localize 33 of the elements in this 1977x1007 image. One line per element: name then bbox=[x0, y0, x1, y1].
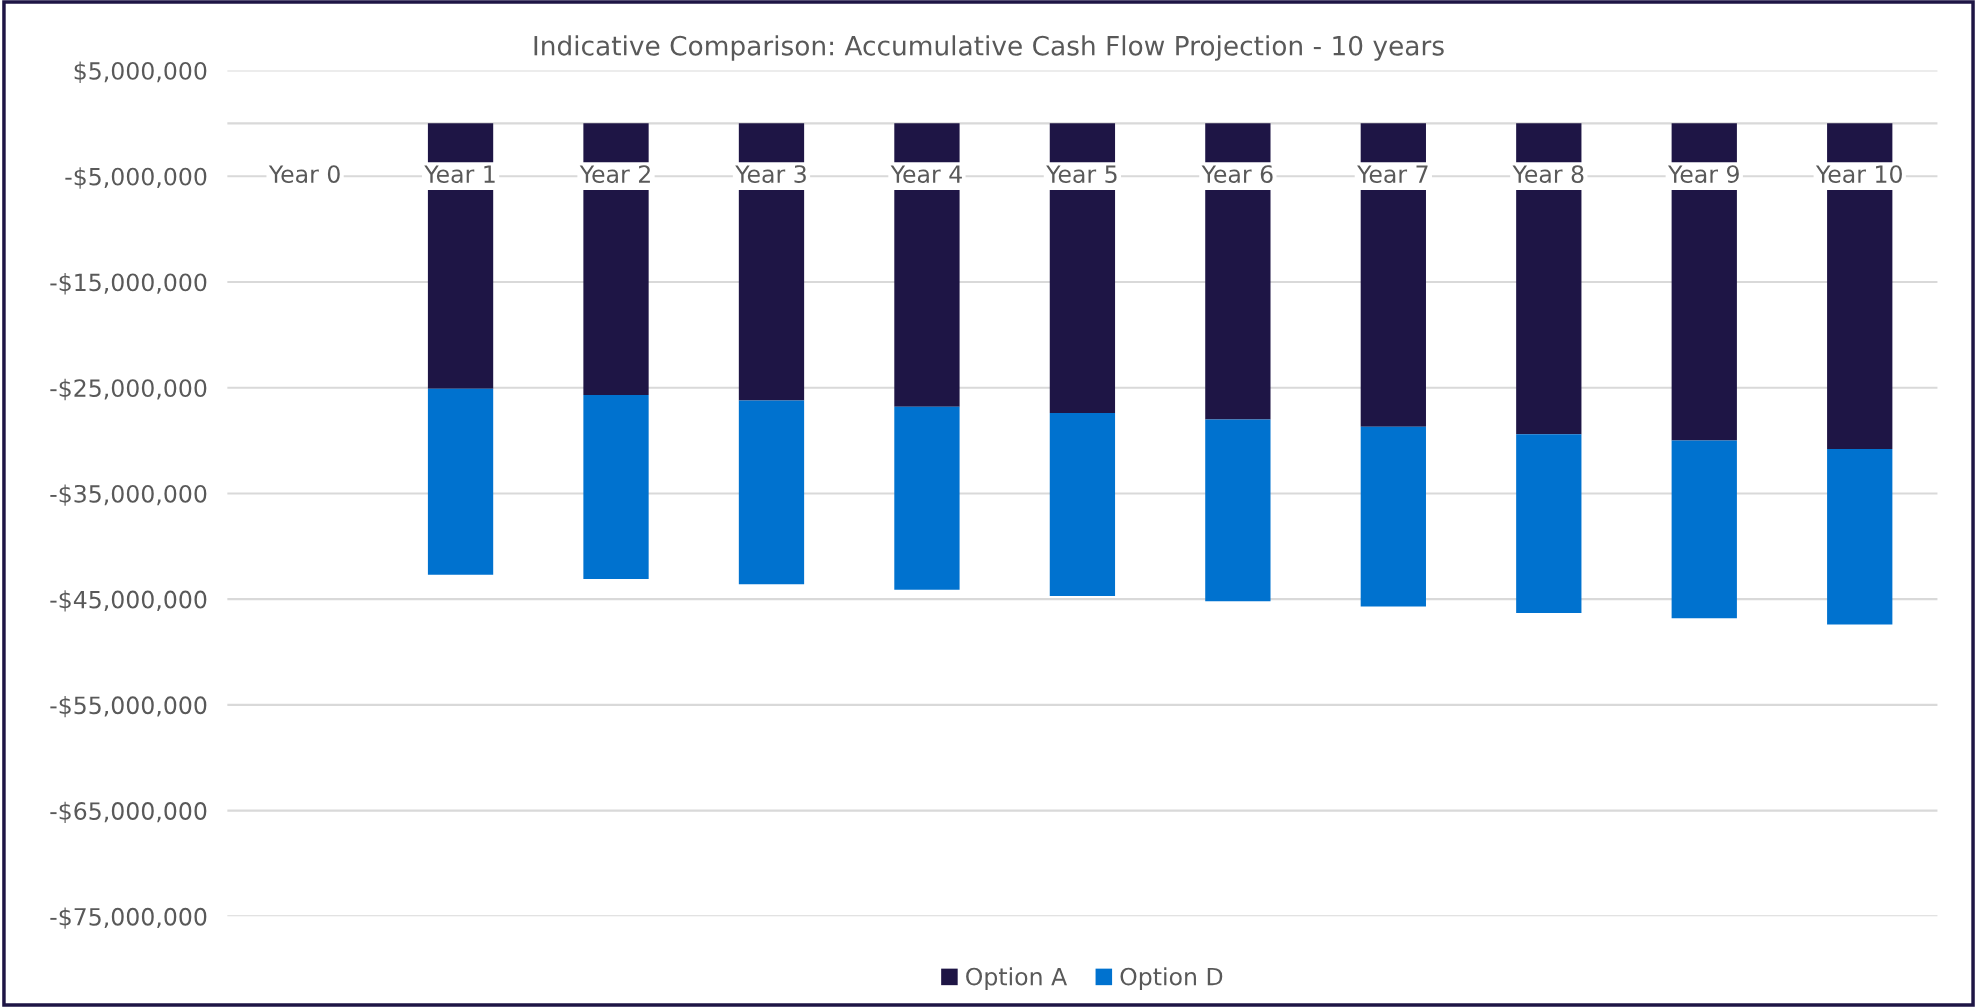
legend-label: Option D bbox=[1120, 967, 1223, 991]
x-tick-label: Year 4 bbox=[890, 165, 962, 183]
bar bbox=[1671, 440, 1737, 619]
bar bbox=[738, 400, 805, 585]
bar bbox=[1827, 449, 1893, 625]
bar bbox=[427, 388, 494, 575]
bar bbox=[894, 406, 960, 590]
y-tick-label: -$55,000,000 bbox=[50, 695, 207, 718]
chart-title: Indicative Comparison: Accumulative Cash Flow Projection - 10 years bbox=[534, 35, 1444, 61]
y-tick-label: -$5,000,000 bbox=[65, 167, 207, 189]
y-tick-label: -$45,000,000 bbox=[50, 590, 207, 612]
x-tick-label: Year 2 bbox=[579, 165, 650, 183]
x-tick-label: Year 0 bbox=[268, 165, 340, 183]
bar bbox=[1360, 426, 1426, 607]
x-tick-label: Year 9 bbox=[1667, 165, 1739, 183]
bar bbox=[1205, 419, 1271, 602]
y-tick-label: -$75,000,000 bbox=[50, 907, 207, 929]
x-tick-label: Year 3 bbox=[735, 165, 806, 183]
bar bbox=[1516, 434, 1582, 613]
y-tick-label: -$65,000,000 bbox=[50, 801, 207, 824]
bar bbox=[1049, 413, 1116, 596]
x-tick-label: Year 6 bbox=[1201, 165, 1273, 183]
x-tick-label: Year 7 bbox=[1357, 165, 1428, 183]
x-tick-label: Year 10 bbox=[1815, 165, 1902, 183]
x-tick-label: Year 8 bbox=[1512, 165, 1584, 183]
x-tick-label: Year 5 bbox=[1046, 165, 1117, 183]
bar bbox=[583, 395, 649, 580]
y-tick-label: -$25,000,000 bbox=[50, 378, 207, 401]
y-tick-label: -$15,000,000 bbox=[50, 272, 207, 295]
legend-label: Option A bbox=[966, 967, 1068, 991]
y-tick-label: -$35,000,000 bbox=[50, 484, 207, 506]
y-tick-label: $5,000,000 bbox=[74, 61, 207, 83]
x-tick-label: Year 1 bbox=[424, 165, 495, 183]
